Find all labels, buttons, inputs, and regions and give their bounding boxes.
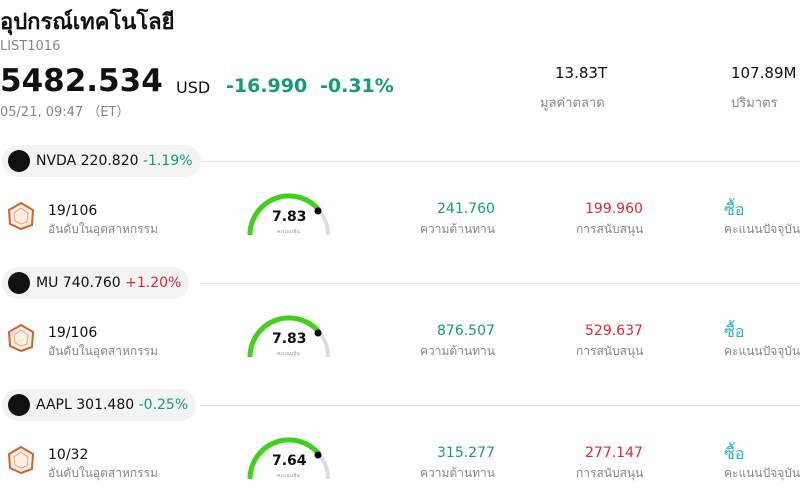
score-label: คะแนนหุ้น [277,229,300,235]
score: 7.64 [272,453,307,469]
resistance: 241.760 [437,201,495,217]
stock-logo [8,394,30,416]
rank: 19/106 [48,325,98,341]
support-label: การสนับสนุน [576,222,644,236]
stock-price: 220.820 [80,153,139,169]
score-gauge [247,437,331,480]
resistance-label: ความต้านทาน [420,344,495,358]
rank-label: อันดับในอุตสาหกรรม [48,222,158,236]
resistance: 876.507 [437,323,495,339]
separator [200,161,800,162]
ticker: AAPL [36,397,72,413]
action[interactable]: ซื้อ [724,444,745,463]
stock-change: -1.19% [142,153,193,169]
resistance-label: ความต้านทาน [420,466,495,480]
stock-change: -0.25% [138,397,189,413]
price: 5482.534 [0,63,163,99]
action[interactable]: ซื้อ [724,200,745,219]
support: 199.960 [585,201,643,217]
support-label: การสนับสนุน [576,344,644,358]
separator [200,405,800,406]
score: 7.83 [272,209,307,225]
action-label: คะแนนปัจจุบัน [724,466,800,480]
title: อุปกรณ์เทคโนโลยี [0,10,175,35]
action-label: คะแนนปัจจุบัน [724,344,800,358]
stat-label: ปริมาตร [731,96,778,111]
rank-label: อันดับในอุตสาหกรรม [48,466,158,480]
rank-icon [7,201,35,231]
action-label: คะแนนปัจจุบัน [724,222,800,236]
ticker: NVDA 220.820 -1.19% [36,153,193,169]
stat-label: มูลค่าตลาด [540,96,605,111]
support: 277.147 [585,445,643,461]
support: 529.637 [585,323,643,339]
stock-price: 301.480 [76,397,135,413]
stock-pill[interactable]: NVDA 220.820 -1.19% [2,145,201,177]
code: LIST1016 [0,39,61,54]
stock-price: 740.760 [62,275,121,291]
separator [200,283,800,284]
ticker: MU 740.760 +1.20% [36,275,181,291]
rank: 19/106 [48,203,98,219]
stat-value: 13.83T [555,64,608,82]
currency: USD [176,78,211,97]
stock-pill[interactable]: MU 740.760 +1.20% [2,267,190,299]
support-label: การสนับสนุน [576,466,644,480]
score-label: คะแนนหุ้น [277,351,300,357]
ticker: NVDA [36,153,77,169]
action[interactable]: ซื้อ [724,322,745,341]
score-gauge [247,315,331,358]
stock-logo [8,150,30,172]
time: 05/21, 09:47 （ET） [0,105,130,120]
resistance-label: ความต้านทาน [420,222,495,236]
rank-icon [7,445,35,475]
rank-icon [7,323,35,353]
ticker: MU [36,275,59,291]
resistance: 315.277 [437,445,495,461]
rank-label: อันดับในอุตสาหกรรม [48,344,158,358]
stock-pill[interactable]: AAPL 301.480 -0.25% [2,389,197,421]
ticker: AAPL 301.480 -0.25% [36,397,188,413]
score: 7.83 [272,331,307,347]
change-pct: -0.31% [320,75,394,97]
change: -16.990 [226,75,308,97]
score-label: คะแนนหุ้น [277,473,300,479]
stock-change: +1.20% [125,275,182,291]
stat-value: 107.89M [731,64,797,82]
rank: 10/32 [48,447,89,463]
stock-logo [8,272,30,294]
score-gauge [247,193,331,236]
